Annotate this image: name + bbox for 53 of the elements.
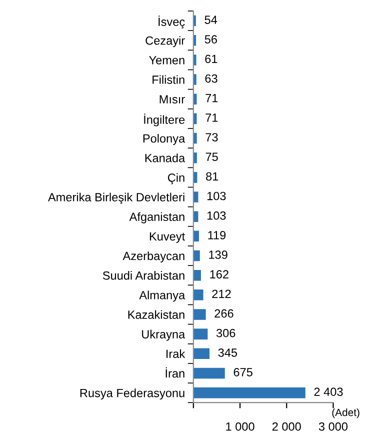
y-tick-label: Rusya Federasyonu bbox=[80, 388, 184, 400]
y-tick-label: İran bbox=[166, 367, 184, 378]
x-tick-label: 1 000 bbox=[226, 422, 254, 431]
data-label: 56 bbox=[204, 35, 217, 44]
x-tick-label: 2 000 bbox=[272, 422, 301, 431]
bar bbox=[193, 54, 196, 66]
y-tick-label: Cezayir bbox=[146, 36, 185, 48]
x-axis-title: (Adet) bbox=[332, 408, 360, 418]
data-label: 675 bbox=[234, 368, 252, 376]
bar bbox=[193, 348, 210, 360]
data-label: 81 bbox=[206, 172, 218, 181]
data-label: 119 bbox=[208, 230, 226, 240]
y-tick-label: Kuveyt bbox=[150, 232, 185, 243]
y-tick-label: Afganistan bbox=[129, 212, 184, 224]
y-tick-label: Yemen bbox=[149, 56, 184, 64]
y-tick-label: Filistin bbox=[152, 75, 184, 84]
data-label: 212 bbox=[212, 290, 231, 298]
data-label: 162 bbox=[210, 270, 228, 278]
data-label: 75 bbox=[206, 152, 218, 162]
y-tick-label: İngiltere bbox=[144, 114, 185, 126]
y-tick-label: Suudi Arabistan bbox=[102, 271, 184, 280]
y-tick-label: Amerika Birleşik Devletleri bbox=[48, 192, 184, 204]
y-tick-label: Irak bbox=[166, 349, 186, 358]
data-label: 139 bbox=[209, 250, 228, 259]
data-label: 103 bbox=[207, 211, 226, 220]
bar bbox=[193, 309, 206, 320]
bar bbox=[193, 250, 200, 262]
data-label: 2 403 bbox=[314, 388, 343, 396]
data-label: 54 bbox=[204, 16, 218, 24]
y-tick-label: Çin bbox=[168, 173, 184, 184]
y-tick-label: Kazakistan bbox=[128, 310, 184, 319]
data-label: 71 bbox=[206, 114, 218, 122]
y-tick-label: Azerbaycan bbox=[122, 251, 184, 262]
bar bbox=[193, 270, 201, 281]
bar bbox=[193, 387, 306, 398]
bar bbox=[193, 328, 208, 340]
y-tick-label: Kanada bbox=[145, 154, 186, 162]
y-tick-label: Mısır bbox=[160, 95, 185, 104]
y-tick-label: Ukrayna bbox=[142, 330, 186, 341]
x-tick-label: 3 000 bbox=[318, 422, 348, 431]
y-tick-label: Polonya bbox=[143, 134, 186, 145]
data-label: 73 bbox=[206, 133, 218, 142]
y-tick-label: İsveç bbox=[158, 16, 185, 28]
data-label: 266 bbox=[214, 309, 234, 318]
bar bbox=[193, 290, 204, 300]
y-tick-label: Almanya bbox=[139, 290, 186, 302]
data-label: 103 bbox=[207, 192, 226, 200]
data-label: 71 bbox=[206, 94, 218, 102]
data-label: 345 bbox=[218, 348, 238, 357]
bar bbox=[193, 368, 225, 379]
data-label: 306 bbox=[216, 328, 236, 338]
data-label: 61 bbox=[205, 54, 218, 64]
data-label: 63 bbox=[205, 74, 218, 83]
